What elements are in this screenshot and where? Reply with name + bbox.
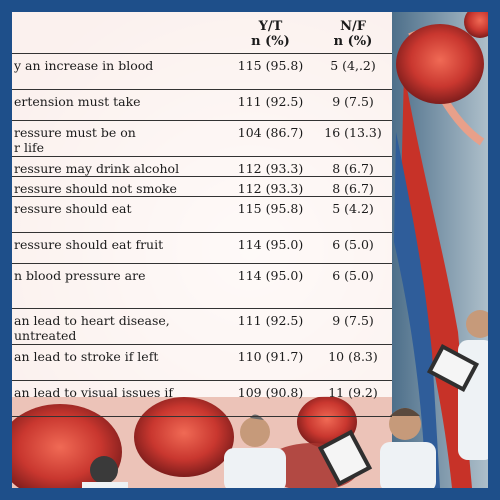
- row-no-value: 10 (8.3): [314, 344, 392, 381]
- row-statement: ressure should eat: [12, 196, 227, 233]
- row-statement: ressure should eat fruit: [12, 232, 227, 264]
- row-no-value: 9 (7.5): [314, 89, 392, 121]
- row-yes-value: 104 (86.7): [227, 120, 314, 157]
- row-yes-value: 111 (92.5): [227, 308, 314, 345]
- blood-cell-top-right: [396, 24, 484, 104]
- row-no-value: 5 (4,.2): [314, 53, 392, 90]
- row-yes-value: 115 (95.8): [227, 196, 314, 233]
- table-row: ressure should not smoke 112 (93.3) 8 (6…: [12, 176, 392, 197]
- row-statement-line2: r life: [14, 140, 44, 155]
- row-no-value: 6 (5.0): [314, 232, 392, 264]
- row-yes-value: 112 (93.3): [227, 156, 314, 177]
- row-statement-line2: untreated: [14, 328, 77, 343]
- row-yes-value: 110 (91.7): [227, 344, 314, 381]
- row-no-value: 8 (6.7): [314, 176, 392, 197]
- row-statement-line1: ressure must be on: [14, 125, 136, 140]
- header-no: N/F n (%): [314, 12, 392, 54]
- doctor-center: [224, 414, 286, 488]
- doctor-right: [317, 408, 436, 488]
- row-no-value: 6 (5.0): [314, 263, 392, 309]
- table-row: ressure should eat 115 (95.8) 5 (4.2): [12, 196, 392, 233]
- row-no-value: 11 (9.2): [314, 380, 392, 417]
- row-yes-value: 114 (95.0): [227, 263, 314, 309]
- table-row: an lead to visual issues if 109 (90.8) 1…: [12, 380, 392, 417]
- table-row: n blood pressure are 114 (95.0) 6 (5.0): [12, 263, 392, 309]
- table-header-row: Y/T n (%) N/F n (%): [12, 12, 392, 54]
- header-yes-unit: n (%): [251, 34, 290, 49]
- row-no-value: 16 (13.3): [314, 120, 392, 157]
- row-yes-value: 111 (92.5): [227, 89, 314, 121]
- row-statement: an lead to heart disease, untreated: [12, 308, 227, 345]
- table-row: y an increase in blood 115 (95.8) 5 (4,.…: [12, 53, 392, 90]
- row-no-value: 9 (7.5): [314, 308, 392, 345]
- row-yes-value: 112 (93.3): [227, 176, 314, 197]
- survey-table-panel: Y/T n (%) N/F n (%) y an increase in blo…: [12, 12, 392, 417]
- row-statement: an lead to visual issues if: [12, 380, 227, 417]
- row-yes-value: 115 (95.8): [227, 53, 314, 90]
- header-yes-label: Y/T: [258, 19, 283, 34]
- row-statement: an lead to stroke if left: [12, 344, 227, 381]
- knowledge-survey-table: Y/T n (%) N/F n (%) y an increase in blo…: [12, 12, 392, 417]
- row-statement: ressure must be on r life: [12, 120, 227, 157]
- header-yes: Y/T n (%): [227, 12, 314, 54]
- blood-cell-bottom-center: [134, 397, 234, 477]
- row-no-value: 8 (6.7): [314, 156, 392, 177]
- row-statement: n blood pressure are: [12, 263, 227, 309]
- table-row: ressure should eat fruit 114 (95.0) 6 (5…: [12, 232, 392, 264]
- table-row: an lead to heart disease, untreated 111 …: [12, 308, 392, 345]
- doctor-far-right: [426, 310, 488, 460]
- vein-shape: [394, 132, 440, 488]
- table-row: ressure may drink alcohol 112 (93.3) 8 (…: [12, 156, 392, 177]
- row-statement: ertension must take: [12, 89, 227, 121]
- row-statement: y an increase in blood: [12, 53, 227, 90]
- row-statement-line1: an lead to heart disease,: [14, 313, 170, 328]
- row-statement: ressure may drink alcohol: [12, 156, 227, 177]
- doctor-left: [82, 456, 128, 488]
- table-row: ertension must take 111 (92.5) 9 (7.5): [12, 89, 392, 121]
- header-no-unit: n (%): [333, 34, 373, 49]
- table-row: an lead to stroke if left 110 (91.7) 10 …: [12, 344, 392, 381]
- row-statement: ressure should not smoke: [12, 176, 227, 197]
- row-yes-value: 114 (95.0): [227, 232, 314, 264]
- row-yes-value: 109 (90.8): [227, 380, 314, 417]
- header-no-label: N/F: [340, 19, 366, 34]
- row-no-value: 5 (4.2): [314, 196, 392, 233]
- table-row: ressure must be on r life 104 (86.7) 16 …: [12, 120, 392, 157]
- blood-cell-small: [464, 12, 488, 38]
- header-statement: [12, 12, 227, 54]
